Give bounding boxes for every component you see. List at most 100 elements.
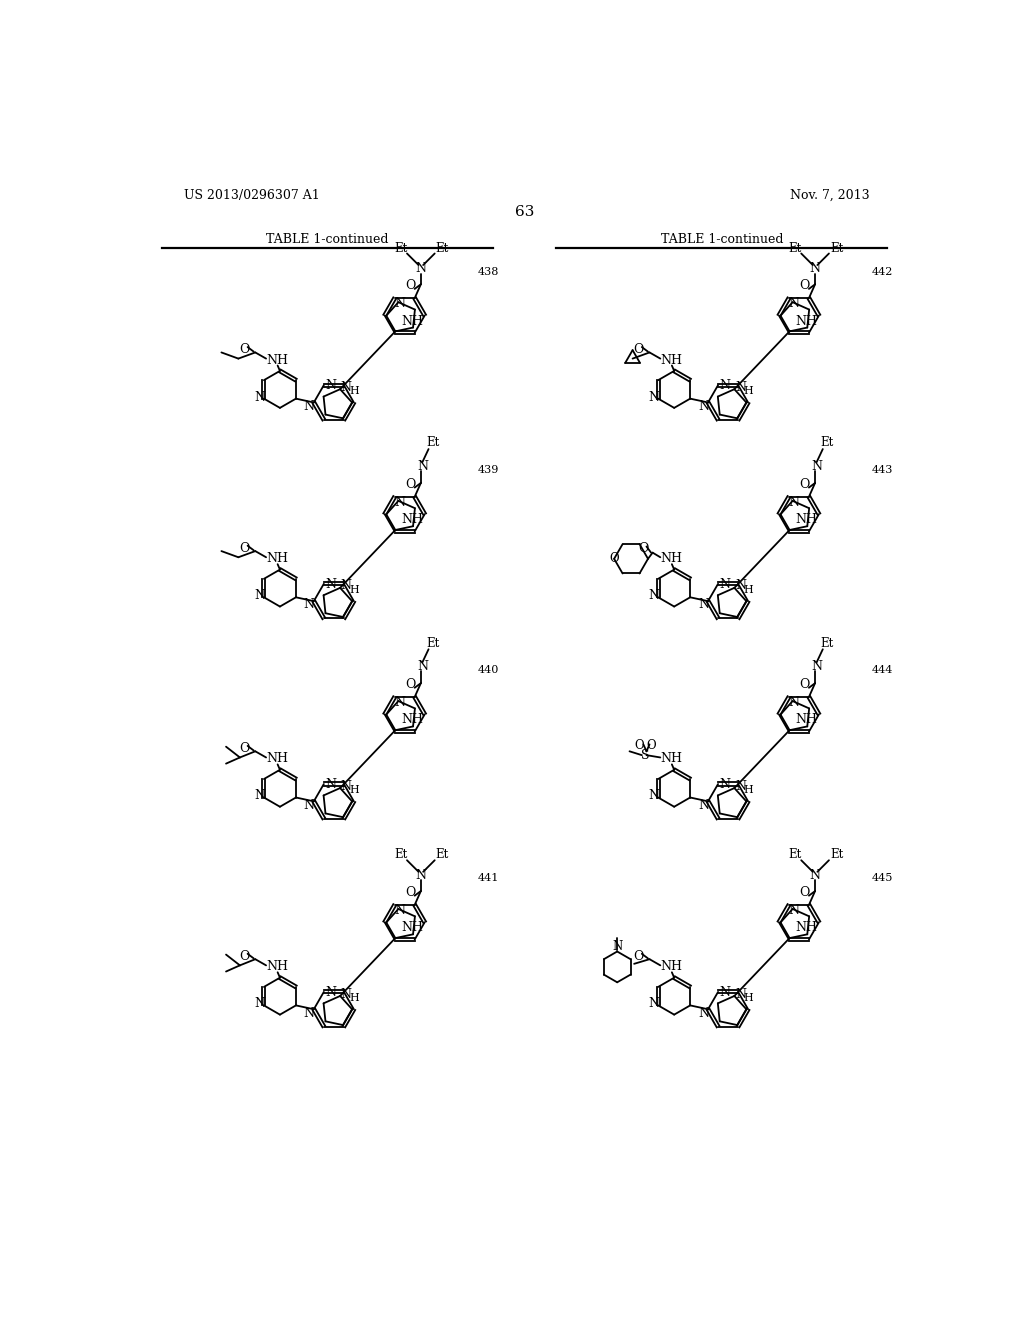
- Text: N: N: [648, 589, 659, 602]
- Text: N: N: [735, 381, 745, 393]
- Text: 441: 441: [478, 874, 500, 883]
- Text: NH: NH: [796, 714, 817, 726]
- Text: N: N: [341, 780, 351, 793]
- Text: O: O: [634, 949, 644, 962]
- Text: Et: Et: [394, 242, 408, 255]
- Text: NH: NH: [401, 921, 423, 935]
- Text: N: N: [720, 986, 730, 999]
- Text: N: N: [811, 660, 822, 673]
- Text: H: H: [743, 993, 753, 1003]
- Text: US 2013/0296307 A1: US 2013/0296307 A1: [184, 189, 321, 202]
- Text: N: N: [735, 987, 745, 1001]
- Text: N: N: [810, 869, 820, 882]
- Text: N: N: [304, 799, 314, 812]
- Text: H: H: [349, 785, 358, 795]
- Text: S: S: [641, 748, 649, 762]
- Text: NH: NH: [401, 714, 423, 726]
- Text: 443: 443: [872, 465, 894, 475]
- Text: N: N: [698, 598, 709, 611]
- Text: N: N: [720, 578, 730, 591]
- Text: Et: Et: [394, 849, 408, 862]
- Text: 442: 442: [872, 267, 894, 277]
- Text: N: N: [720, 779, 730, 791]
- Text: N: N: [698, 400, 709, 413]
- Text: N: N: [612, 940, 623, 953]
- Text: NH: NH: [796, 513, 817, 527]
- Text: N: N: [417, 660, 428, 673]
- Text: N: N: [254, 589, 265, 602]
- Text: N: N: [788, 297, 800, 310]
- Text: O: O: [634, 343, 644, 356]
- Text: N: N: [648, 998, 659, 1010]
- Text: N: N: [326, 779, 336, 791]
- Text: NH: NH: [401, 314, 423, 327]
- Text: N: N: [417, 459, 428, 473]
- Text: N: N: [341, 381, 351, 393]
- Text: N: N: [698, 799, 709, 812]
- Text: Et: Et: [436, 849, 450, 862]
- Text: N: N: [394, 495, 406, 508]
- Text: N: N: [304, 598, 314, 611]
- Text: H: H: [349, 993, 358, 1003]
- Text: N: N: [648, 789, 659, 803]
- Text: N: N: [720, 379, 730, 392]
- Text: N: N: [788, 696, 800, 709]
- Text: O: O: [799, 478, 810, 491]
- Text: H: H: [743, 785, 753, 795]
- Text: N: N: [416, 263, 426, 276]
- Text: N: N: [394, 904, 406, 916]
- Text: Et: Et: [788, 242, 802, 255]
- Text: H: H: [743, 387, 753, 396]
- Text: Nov. 7, 2013: Nov. 7, 2013: [791, 189, 869, 202]
- Text: O: O: [609, 552, 618, 565]
- Text: Et: Et: [427, 437, 439, 449]
- Text: O: O: [240, 742, 250, 755]
- Text: O: O: [799, 886, 810, 899]
- Text: H: H: [743, 585, 753, 595]
- Text: N: N: [648, 391, 659, 404]
- Text: NH: NH: [796, 314, 817, 327]
- Text: N: N: [341, 579, 351, 593]
- Text: N: N: [416, 869, 426, 882]
- Text: 444: 444: [872, 665, 894, 676]
- Text: NH: NH: [266, 354, 288, 367]
- Text: N: N: [304, 400, 314, 413]
- Text: N: N: [394, 297, 406, 310]
- Text: O: O: [638, 541, 648, 554]
- Text: O: O: [404, 678, 416, 692]
- Text: 438: 438: [478, 267, 500, 277]
- Text: TABLE 1-continued: TABLE 1-continued: [266, 232, 389, 246]
- Text: N: N: [304, 1007, 314, 1019]
- Text: NH: NH: [660, 552, 682, 565]
- Text: O: O: [646, 739, 656, 752]
- Text: 439: 439: [478, 465, 500, 475]
- Text: 445: 445: [872, 874, 894, 883]
- Text: O: O: [404, 280, 416, 292]
- Text: 440: 440: [478, 665, 500, 676]
- Text: N: N: [788, 495, 800, 508]
- Text: O: O: [404, 478, 416, 491]
- Text: Et: Et: [821, 636, 834, 649]
- Text: NH: NH: [796, 921, 817, 935]
- Text: N: N: [254, 391, 265, 404]
- Text: N: N: [810, 263, 820, 276]
- Text: NH: NH: [660, 354, 682, 367]
- Text: Et: Et: [830, 849, 844, 862]
- Text: Et: Et: [830, 242, 844, 255]
- Text: N: N: [788, 904, 800, 916]
- Text: O: O: [240, 949, 250, 962]
- Text: NH: NH: [266, 961, 288, 973]
- Text: NH: NH: [266, 552, 288, 565]
- Text: NH: NH: [660, 752, 682, 766]
- Text: N: N: [326, 578, 336, 591]
- Text: NH: NH: [660, 961, 682, 973]
- Text: O: O: [240, 541, 250, 554]
- Text: NH: NH: [401, 513, 423, 527]
- Text: N: N: [341, 987, 351, 1001]
- Text: N: N: [735, 780, 745, 793]
- Text: Et: Et: [788, 849, 802, 862]
- Text: NH: NH: [266, 752, 288, 766]
- Text: N: N: [394, 696, 406, 709]
- Text: TABLE 1-continued: TABLE 1-continued: [660, 232, 783, 246]
- Text: N: N: [698, 1007, 709, 1019]
